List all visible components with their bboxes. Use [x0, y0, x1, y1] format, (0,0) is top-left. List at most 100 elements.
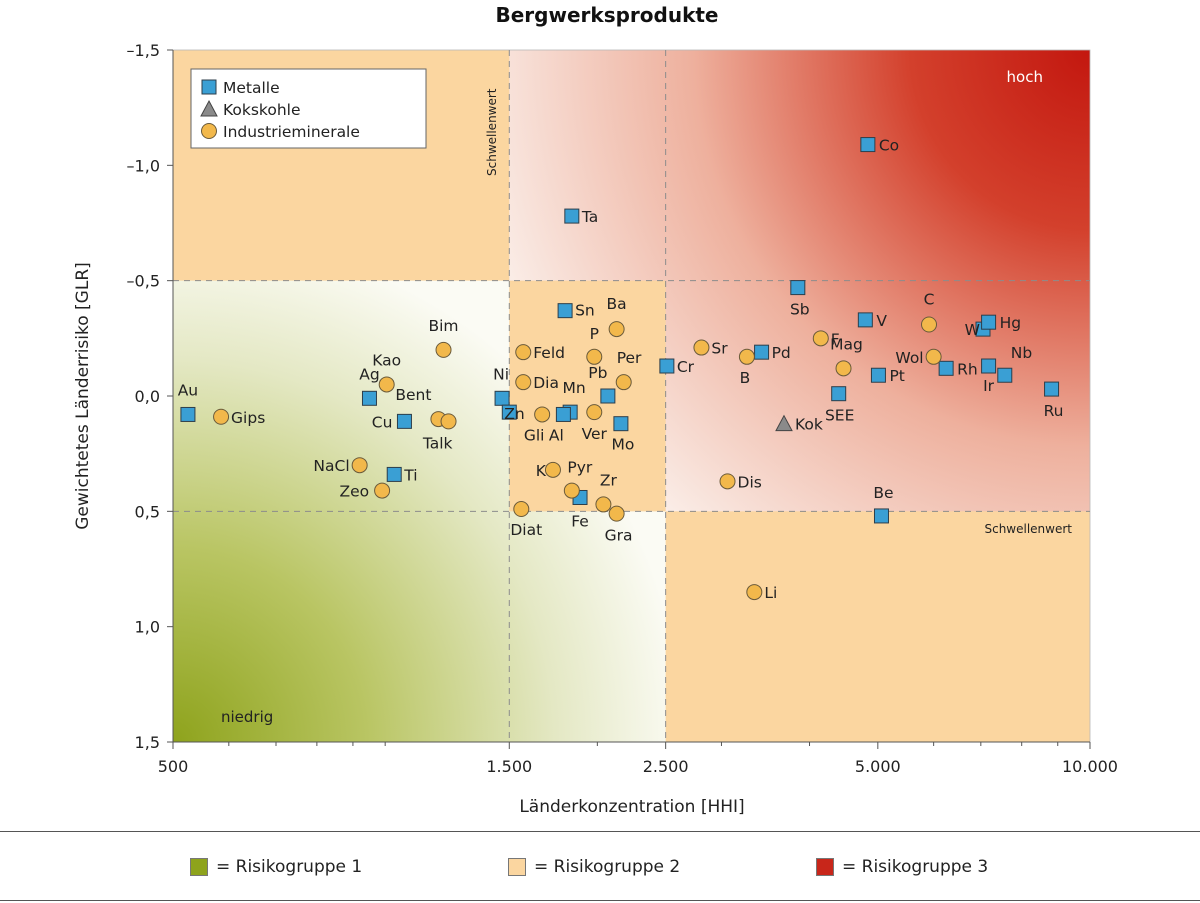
point-label-ti: Ti [403, 466, 417, 484]
legend-marker-industrieminerale [201, 123, 217, 139]
x-tick-label: 5.000 [855, 757, 901, 776]
point-ru [1044, 381, 1060, 397]
point-pb [600, 388, 616, 404]
point-label-ta: Ta [581, 208, 598, 226]
point-zr [595, 496, 612, 513]
point-label-ag: Ag [359, 365, 379, 383]
point-label-zn: Zn [504, 405, 524, 423]
risk-group-3-label: = Risikogruppe 3 [842, 857, 989, 877]
risk-group-legend: = Risikogruppe 1 = Risikogruppe 2 = Risi… [0, 831, 1200, 901]
legend-marker-metalle [201, 79, 217, 95]
point-kok [775, 414, 793, 432]
point-per [615, 374, 632, 391]
point-label-v: V [876, 312, 887, 330]
zone-label-low: niedrig [221, 708, 273, 726]
point-label-k: K [536, 462, 547, 480]
risk-group-2-label: = Risikogruppe 2 [534, 857, 681, 877]
point-label-al: Al [549, 426, 564, 444]
point-label-talk: Talk [422, 434, 453, 452]
point-label-mn: Mn [563, 379, 586, 397]
point-ta [564, 208, 580, 224]
y-tick-label: –1,5 [127, 41, 160, 60]
point-label-per: Per [617, 349, 642, 367]
point-label-co: Co [879, 137, 899, 155]
point-mag [835, 360, 852, 377]
point-gli [534, 406, 551, 423]
x-tick-label: 2.500 [643, 757, 689, 776]
point-b [738, 348, 755, 365]
risk-group-3: = Risikogruppe 3 [816, 857, 988, 877]
point-label-kok: Kok [795, 416, 823, 434]
legend-marker-kokskohle [200, 99, 218, 117]
point-label-cu: Cu [372, 413, 393, 431]
point-p [586, 348, 603, 365]
scatter-chart: Bergwerksprodukte Schwellenwert Schwelle… [73, 3, 1118, 817]
legend-frame [190, 68, 427, 149]
point-li [746, 584, 763, 601]
point-ir [981, 358, 997, 374]
point-label-bim: Bim [428, 317, 458, 335]
point-label-zr: Zr [600, 471, 618, 489]
y-tick-label: 0,5 [135, 502, 160, 521]
point-hg [981, 314, 997, 330]
point-label-be: Be [873, 484, 893, 502]
point-label-hg: Hg [1000, 314, 1022, 332]
point-label-sr: Sr [711, 340, 728, 358]
risk-group-3-swatch [816, 858, 834, 876]
x-tick-label: 10.000 [1062, 757, 1118, 776]
point-see [831, 386, 847, 402]
point-talk [440, 413, 457, 430]
legend-label: Industrieminerale [223, 123, 360, 141]
point-feld [515, 344, 532, 361]
threshold-label-horizontal: Schwellenwert [984, 522, 1072, 536]
point-v [857, 312, 873, 328]
risk-group-1-swatch [190, 858, 208, 876]
point-label-rh: Rh [957, 360, 978, 378]
point-be [873, 508, 889, 524]
point-label-ni: Ni [493, 365, 509, 383]
point-label-pyr: Pyr [567, 459, 593, 477]
point-label-nb: Nb [1011, 344, 1032, 362]
point-cr [659, 358, 675, 374]
point-nacl [351, 457, 368, 474]
legend-label: Kokskohle [223, 101, 301, 119]
point-label-li: Li [764, 584, 777, 602]
point-label-b: B [740, 369, 751, 387]
point-al [555, 406, 571, 422]
point-label-zeo: Zeo [339, 483, 369, 501]
point-diat [513, 501, 530, 518]
x-axis-title: Länderkonzentration [HHI] [519, 797, 744, 817]
point-au [180, 406, 196, 422]
point-label-dis: Dis [738, 473, 762, 491]
point-label-mag: Mag [830, 335, 863, 353]
risk-zones [172, 49, 1091, 743]
y-tick-label: 1,0 [135, 618, 160, 637]
point-label-dia: Dia [533, 374, 559, 392]
risk-group-2-swatch [508, 858, 526, 876]
point-label-kao: Kao [372, 351, 401, 369]
point-dis [719, 473, 736, 490]
point-gra [608, 505, 625, 522]
point-label-pt: Pt [889, 367, 904, 385]
y-tick-label: 0,0 [135, 387, 160, 406]
point-sb [790, 280, 806, 296]
y-tick-label: –0,5 [127, 272, 160, 291]
y-tick-label: 1,5 [135, 733, 160, 752]
point-label-see: SEE [825, 407, 854, 425]
point-label-c: C [924, 290, 935, 308]
risk-group-1-label: = Risikogruppe 1 [216, 857, 363, 877]
point-label-p: P [590, 325, 599, 343]
point-k [544, 461, 561, 478]
point-nb [997, 367, 1013, 383]
point-label-ver: Ver [582, 425, 608, 443]
risk-group-1: = Risikogruppe 1 [190, 857, 362, 877]
point-label-cr: Cr [677, 358, 695, 376]
point-label-f: F [831, 330, 840, 348]
point-f [812, 330, 829, 347]
x-tick-label: 500 [158, 757, 189, 776]
point-label-sn: Sn [575, 302, 595, 320]
point-ag [361, 390, 377, 406]
point-bim [435, 341, 452, 358]
point-label-wol: Wol [895, 349, 923, 367]
point-ni [494, 390, 510, 406]
